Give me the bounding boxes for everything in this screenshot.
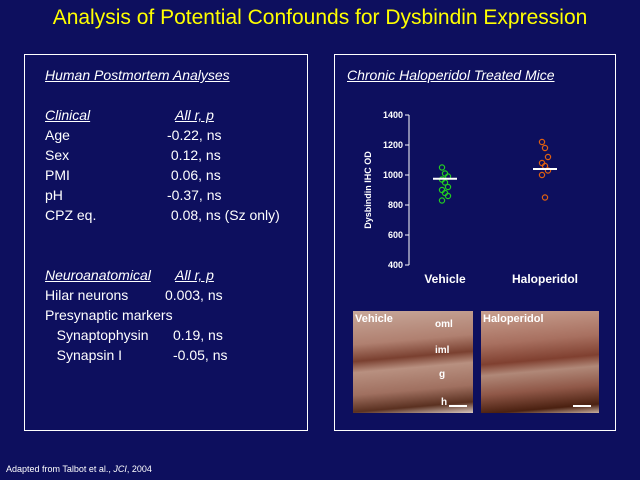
scale-bar [449,405,467,407]
g-label: g [439,369,446,380]
clinical-row-value: 0.08, ns (Sz only) [167,207,280,223]
clinical-header: Clinical [45,107,91,123]
vehicle-photo-label: Vehicle [355,313,393,325]
clinical-row-label: CPZ eq. [45,207,97,223]
dysbindin-scatter-chart: 1400 1200 1000 800 600 400 Dysbindin IHC OD Veh… [363,110,578,286]
clinical-stat-header: All r, p [175,107,214,123]
y-tick-label: 1000 [383,170,403,180]
x-category-label: Haloperidol [512,272,578,286]
data-point [544,153,552,161]
oml-label: oml [435,319,453,330]
clinical-row-label: PMI [45,167,70,183]
y-tick-label: 1200 [383,140,403,150]
neuro-row-value: 0.19, ns [173,327,223,343]
haloperidol-photo-label: Haloperidol [483,313,544,325]
data-point [544,167,552,174]
clinical-row: Sex 0.12, ns [45,147,295,165]
citation-text: Adapted from Talbot et al., [6,464,114,474]
clinical-row-label: pH [45,187,63,203]
data-point [538,138,546,146]
y-tick-label: 800 [388,200,403,210]
vehicle-photo: Vehicle oml iml g h [353,311,473,413]
citation: Adapted from Talbot et al., JCI, 2004 [6,464,152,474]
haloperidol-mice-panel: Chronic Haloperidol Treated Mice 1400 120… [334,54,616,431]
clinical-row: Age -0.22, ns [45,127,295,145]
clinical-row-value: -0.22, ns [167,127,222,143]
iml-label: iml [435,345,450,356]
neuro-row: Synapsin I -0.05, ns [45,347,295,365]
neuro-row-value: -0.05, ns [173,347,228,363]
human-postmortem-panel: Human Postmortem Analyses Clinical All r… [24,54,308,431]
neuro-row: Hilar neurons 0.003, ns [45,287,295,305]
data-point [441,170,449,177]
y-tick-label: 1400 [383,110,403,120]
scale-bar [573,405,591,407]
x-category-label: Vehicle [424,272,466,286]
data-point [441,179,449,186]
y-tick-label: 600 [388,230,403,240]
data-point [438,186,446,194]
clinical-row-label: Age [45,127,70,143]
neuro-row-label: Synapsin I [45,347,123,363]
neuro-row-value: 0.003, ns [165,287,223,303]
data-point [444,183,452,191]
clinical-row-value: 0.06, ns [167,167,221,183]
haloperidol-photo: Haloperidol [481,311,599,413]
neuro-header: Neuroanatomical [45,267,151,283]
neuro-row-label: Hilar neurons [45,287,129,303]
citation-year: , 2004 [126,464,152,474]
left-panel-heading: Human Postmortem Analyses [45,67,230,83]
neuro-row-label: Presynaptic markers [45,307,173,323]
neuro-row: Presynaptic markers [45,307,295,325]
data-point [438,197,446,204]
slide-title: Analysis of Potential Confounds for Dysb… [52,6,588,29]
h-label: h [441,397,448,408]
data-point [444,192,452,200]
clinical-row-label: Sex [45,147,70,163]
data-point [541,194,549,201]
data-point [538,159,546,167]
clinical-row-value: 0.12, ns [167,147,221,163]
clinical-row: CPZ eq. 0.08, ns (Sz only) [45,207,295,225]
clinical-row: pH -0.37, ns [45,187,295,205]
neuro-stat-header: All r, p [175,267,214,283]
clinical-row: PMI 0.06, ns [45,167,295,185]
y-axis-label: Dysbindin IHC OD [363,151,373,229]
data-point [541,144,549,152]
data-point [441,189,449,197]
data-point [538,171,546,179]
citation-journal: JCI [113,464,127,474]
right-panel-heading: Chronic Haloperidol Treated Mice [347,67,555,83]
data-point [438,164,446,171]
y-tick-label: 400 [388,260,403,270]
neuro-row-label: Synaptophysin [45,327,149,343]
clinical-row-value: -0.37, ns [167,187,222,203]
neuro-row: Synaptophysin 0.19, ns [45,327,295,345]
